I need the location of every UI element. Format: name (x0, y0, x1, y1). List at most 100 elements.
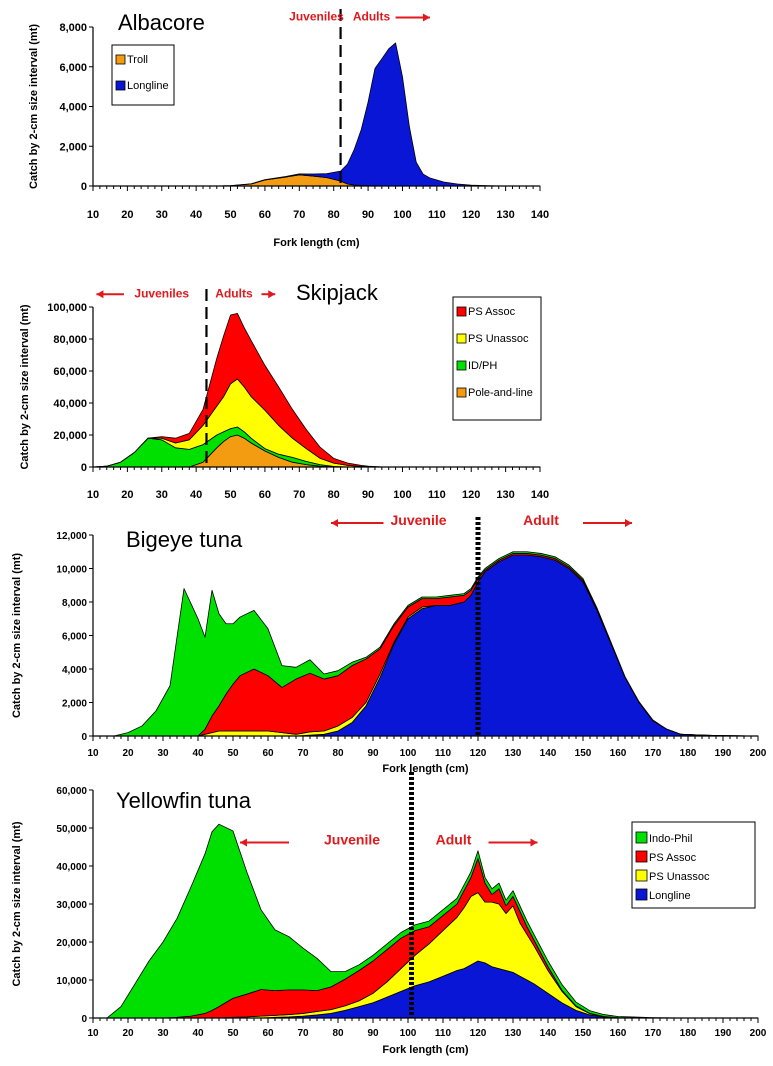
x-axis-label: Fork length (cm) (382, 763, 469, 775)
legend-label: Longline (649, 890, 691, 902)
x-tick-label: 110 (428, 489, 446, 501)
x-tick-label: 10 (87, 1028, 99, 1039)
legend-swatch (456, 306, 467, 317)
x-tick-label: 40 (190, 489, 202, 501)
chart-title: Yellowfin tuna (116, 788, 252, 813)
annotation-arrow-head (240, 838, 247, 847)
x-tick-label: 30 (157, 1028, 169, 1039)
x-tick-label: 200 (750, 1028, 767, 1039)
chart-title: Bigeye tuna (126, 527, 243, 552)
x-tick-label: 130 (496, 209, 514, 221)
legend-label: Indo-Phil (649, 833, 692, 845)
x-tick-label: 30 (156, 489, 168, 501)
x-tick-label: 140 (540, 1028, 557, 1039)
x-tick-label: 90 (362, 489, 374, 501)
annotation-arrow-head (96, 290, 104, 299)
annotation-arrow-head (331, 518, 338, 527)
x-tick-label: 140 (531, 209, 549, 221)
x-tick-label: 70 (293, 209, 305, 221)
annotation-adults: Adults (353, 10, 391, 24)
x-tick-label: 130 (505, 1028, 522, 1039)
legend-label: Longline (127, 80, 169, 92)
x-tick-label: 50 (224, 209, 236, 221)
x-tick-label: 70 (293, 489, 305, 501)
x-tick-label: 150 (575, 748, 592, 759)
x-tick-label: 110 (435, 1028, 452, 1039)
x-tick-label: 120 (462, 489, 480, 501)
x-axis-label: Fork length (cm) (273, 237, 360, 249)
annotation-juvenile: Juvenile (324, 832, 380, 848)
legend-swatch (635, 831, 648, 844)
legend-box (631, 821, 756, 909)
x-tick-label: 80 (328, 209, 340, 221)
x-tick-label: 180 (680, 1028, 697, 1039)
legend-swatch (456, 360, 467, 371)
annotation-adult: Adult (523, 512, 559, 528)
y-tick-label: 4,000 (62, 665, 87, 676)
y-tick-label: 60,000 (56, 786, 87, 797)
y-tick-label: 10,000 (56, 565, 87, 576)
x-tick-label: 60 (259, 209, 271, 221)
annotation-juveniles: Juveniles (134, 286, 189, 300)
x-tick-label: 30 (156, 209, 168, 221)
y-tick-label: 0 (81, 1014, 87, 1025)
x-tick-label: 50 (227, 748, 239, 759)
y-tick-label: 60,000 (53, 366, 87, 378)
y-tick-label: 20,000 (56, 938, 87, 949)
y-tick-label: 40,000 (53, 398, 87, 410)
x-tick-label: 40 (192, 1028, 204, 1039)
y-tick-label: 8,000 (62, 598, 87, 609)
y-tick-label: 8,000 (59, 22, 87, 34)
x-tick-label: 200 (750, 748, 767, 759)
x-tick-label: 10 (87, 748, 99, 759)
chart-title: Skipjack (296, 280, 379, 305)
x-tick-label: 20 (121, 209, 133, 221)
x-tick-label: 20 (122, 748, 134, 759)
y-axis-label: Catch by 2-cm size interval (mt) (28, 24, 40, 189)
x-tick-label: 10 (87, 489, 99, 501)
y-tick-label: 4,000 (59, 102, 87, 114)
y-tick-label: 0 (81, 181, 87, 193)
chart-panel-3: 0 2,000 4,000 6,000 8,000 10,000 12,000 10 20 30 4… (11, 512, 767, 775)
x-tick-label: 100 (400, 748, 417, 759)
y-tick-label: 6,000 (62, 632, 87, 643)
y-tick-label: 12,000 (56, 531, 87, 542)
chart-panel-4: 0 10,000 20,000 30,000 40,000 50,000 60,000 10 2… (11, 772, 767, 1056)
legend-label: PS Assoc (468, 306, 516, 318)
annotation-adult: Adult (436, 832, 472, 848)
x-tick-label: 50 (227, 1028, 239, 1039)
legend-label: ID/PH (468, 360, 497, 372)
x-tick-label: 110 (435, 748, 452, 759)
legend-swatch (635, 850, 648, 863)
x-tick-label: 190 (715, 1028, 732, 1039)
chart-panel-2: 0 20,000 40,000 60,000 80,000 100,000 10 20 30 40… (19, 280, 549, 501)
legend-label: Troll (127, 54, 148, 66)
legend-box (452, 296, 542, 421)
legend-swatch (115, 80, 126, 91)
x-tick-label: 120 (470, 748, 487, 759)
x-tick-label: 10 (87, 209, 99, 221)
y-tick-label: 50,000 (56, 824, 87, 835)
x-tick-label: 100 (393, 209, 411, 221)
annotation-juveniles: Juveniles (289, 10, 344, 24)
x-tick-label: 140 (540, 748, 557, 759)
x-tick-label: 80 (328, 489, 340, 501)
y-tick-label: 10,000 (56, 976, 87, 987)
x-tick-label: 80 (332, 748, 344, 759)
y-tick-label: 100,000 (47, 302, 87, 314)
legend-swatch (456, 387, 467, 398)
legend-label: Pole-and-line (468, 387, 533, 399)
x-tick-label: 90 (367, 1028, 379, 1039)
chart-panel-1: 0 2,000 4,000 6,000 8,000 10 20 30 40 50 60 70 80 90 1… (28, 9, 549, 249)
y-axis-label: Catch by 2-cm size interval (mt) (11, 553, 23, 718)
x-tick-label: 60 (259, 489, 271, 501)
x-tick-label: 70 (297, 748, 309, 759)
annotation-juvenile: Juvenile (390, 512, 446, 528)
y-tick-label: 0 (81, 732, 87, 743)
x-tick-label: 170 (645, 748, 662, 759)
x-tick-label: 50 (224, 489, 236, 501)
x-tick-label: 130 (505, 748, 522, 759)
x-tick-label: 60 (262, 1028, 274, 1039)
y-tick-label: 40,000 (56, 862, 87, 873)
x-tick-label: 190 (715, 748, 732, 759)
